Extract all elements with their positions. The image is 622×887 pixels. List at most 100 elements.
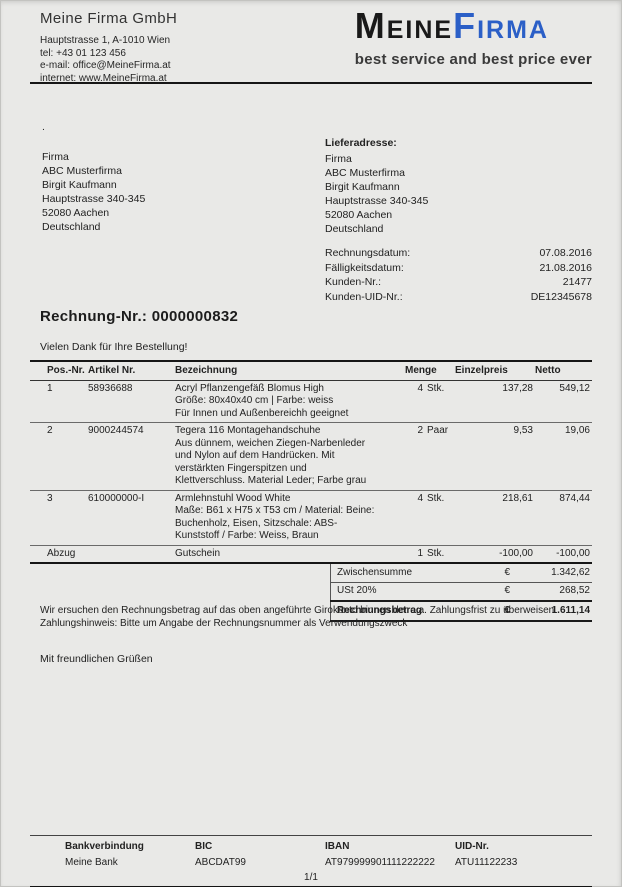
invoice-number: Rechnung-Nr.: 0000000832 xyxy=(40,308,238,325)
item-1-net: 549,12 xyxy=(535,379,592,423)
item-1-unit-price: 137,28 xyxy=(455,379,535,423)
shipping-line-person: Birgit Kaufmann xyxy=(325,181,400,193)
deduction-artikel xyxy=(88,544,175,563)
invoice-date-value: 07.08.2016 xyxy=(539,247,592,259)
item-2-artikel: 9000244574 xyxy=(88,422,175,490)
bic-label: BIC xyxy=(195,841,213,852)
totals-table: Zwischensumme € 1.342,62 USt 20% € 268,5… xyxy=(330,564,592,622)
item-2-qty: 2 xyxy=(417,425,423,436)
grand-total-label: Rechnungsbetrag xyxy=(330,601,470,622)
billing-line-city: 52080 Aachen xyxy=(42,207,110,219)
shipping-line-street: Hauptstrasse 340-345 xyxy=(325,195,429,207)
item-2-pos: 2 xyxy=(30,422,88,490)
billing-line-country: Deutschland xyxy=(42,221,101,233)
thank-you-line: Vielen Dank für Ihre Bestellung! xyxy=(40,341,188,353)
shipping-line-company: ABC Musterfirma xyxy=(325,167,405,179)
item-2-desc-line: Aus dünnem, weichen Ziegen-Narbenleder xyxy=(175,437,366,449)
subtotal-row: Zwischensumme € 1.342,62 xyxy=(330,564,592,583)
logo-word-meine: Meine xyxy=(354,5,454,46)
invoice-meta: Rechnungsdatum: 07.08.2016 Fälligkeitsda… xyxy=(325,246,592,304)
item-3-net: 874,44 xyxy=(535,489,592,545)
customer-vat-label: Kunden-UID-Nr.: xyxy=(325,290,403,303)
header-divider xyxy=(30,82,592,84)
items-table: Pos.-Nr. Artikel Nr. Bezeichnung Menge E… xyxy=(30,360,592,564)
table-row-2: 2 9000244574 Tegera 116 Montagehandschuh… xyxy=(30,422,592,490)
col-header-pos: Pos.-Nr. xyxy=(30,361,88,381)
col-header-einzelpreis: Einzelpreis xyxy=(455,361,535,381)
logo-word-firma: Firma xyxy=(453,5,549,46)
uid-column: UID-Nr. ATU11122233 xyxy=(455,841,517,869)
item-1-menge: 4 Stk. xyxy=(405,379,455,423)
bank-column: Bankverbindung Meine Bank xyxy=(65,841,195,869)
customer-number-row: Kunden-Nr.: 21477 xyxy=(325,275,592,290)
invoice-number-value: 0000000832 xyxy=(151,308,239,325)
col-header-artikel: Artikel Nr. xyxy=(88,361,175,381)
item-1-qty: 4 xyxy=(417,382,423,394)
item-3-menge: 4 Stk. xyxy=(405,489,455,545)
bic-column: BIC ABCDAT99 xyxy=(195,841,325,869)
item-3-desc-line: Kunststoff / Farbe: Weiss, Braun xyxy=(175,530,319,541)
tax-row: USt 20% € 268,52 xyxy=(330,582,592,602)
logo-wordmark: MeineFirma xyxy=(355,6,592,46)
due-date-value: 21.08.2016 xyxy=(539,261,592,274)
item-2-description: Tegera 116 Montagehandschuhe Aus dünnem,… xyxy=(175,422,405,490)
shipping-address: Lieferadresse: Firma ABC Musterfirma Bir… xyxy=(325,136,428,236)
table-row-3: 3 610000000-I Armlehnstuhl Wood White Ma… xyxy=(30,489,592,545)
item-3-pos: 3 xyxy=(30,489,88,545)
customer-number-label: Kunden-Nr.: xyxy=(325,276,382,288)
uid-label: UID-Nr. xyxy=(455,841,489,852)
billing-line-company: ABC Musterfirma xyxy=(42,165,122,177)
invoice-date-label: Rechnungsdatum: xyxy=(325,247,411,259)
deduction-qty: 1 xyxy=(417,547,423,559)
company-phone: tel: +43 01 123 456 xyxy=(40,47,126,59)
item-3-unit: Stk. xyxy=(427,492,445,504)
table-row-1: 1 58936688 Acryl Pflanzengefäß Blomus Hi… xyxy=(30,379,592,423)
address-dot: . xyxy=(42,121,45,133)
tax-value: 268,52 xyxy=(518,582,592,602)
item-3-desc-line: Buchenholz, Eisen, Sitzschale: ABS- xyxy=(175,517,338,529)
bank-value: Meine Bank xyxy=(65,857,118,868)
billing-line-street: Hauptstrasse 340-345 xyxy=(42,193,146,205)
tax-label: USt 20% xyxy=(330,582,470,602)
items-section: Pos.-Nr. Artikel Nr. Bezeichnung Menge E… xyxy=(30,360,592,622)
due-date-row: Fälligkeitsdatum: 21.08.2016 xyxy=(325,261,592,276)
bank-label: Bankverbindung xyxy=(65,841,144,852)
customer-vat-value: DE12345678 xyxy=(530,290,592,303)
invoice-date-row: Rechnungsdatum: 07.08.2016 xyxy=(325,246,592,261)
iban-column: IBAN AT979999901111222222 xyxy=(325,841,455,869)
deduction-net: -100,00 xyxy=(535,544,592,563)
item-3-qty: 4 xyxy=(417,492,423,504)
item-3-description: Armlehnstuhl Wood White Maße: B61 x H75 … xyxy=(175,489,405,545)
page-indicator: 1/1 xyxy=(304,872,318,883)
shipping-line-firma: Firma xyxy=(325,153,352,165)
item-1-name: Acryl Pflanzengefäß Blomus High xyxy=(175,382,324,394)
company-logo: MeineFirma best service and best price e… xyxy=(355,6,592,69)
payment-note-line: Wir ersuchen den Rechnungsbetrag auf das… xyxy=(40,605,557,616)
invoice-number-label: Rechnung-Nr.: xyxy=(40,308,148,325)
billing-address: . Firma ABC Musterfirma Birgit Kaufmann … xyxy=(42,120,145,234)
customer-number-value: 21477 xyxy=(562,276,592,288)
item-1-desc-line: Für Innen und Außenbereichh geeignet xyxy=(175,407,349,419)
col-header-bezeichnung: Bezeichnung xyxy=(175,361,405,381)
payment-notes: Wir ersuchen den Rechnungsbetrag auf das… xyxy=(40,604,557,630)
company-website: internet: www.MeineFirma.at xyxy=(40,72,167,84)
item-1-desc-line: Größe: 80x40x40 cm | Farbe: weiss xyxy=(175,395,334,406)
uid-value: ATU11122233 xyxy=(455,857,518,868)
item-2-desc-line: und Nylon auf dem Handrücken. Mit xyxy=(175,450,335,461)
deduction-menge: 1 Stk. xyxy=(405,544,455,563)
deduction-row: Abzug Gutschein 1 Stk. -100,00 -100,00 xyxy=(30,544,592,563)
item-1-artikel: 58936688 xyxy=(88,379,175,423)
subtotal-currency: € xyxy=(470,564,518,583)
shipping-address-label: Lieferadresse: xyxy=(325,137,397,149)
deduction-unit-price: -100,00 xyxy=(455,544,535,563)
item-1-description: Acryl Pflanzengefäß Blomus High Größe: 8… xyxy=(175,379,405,423)
item-2-name: Tegera 116 Montagehandschuhe xyxy=(175,425,321,436)
closing-line: Mit freundlichen Grüßen xyxy=(40,653,153,665)
items-table-header: Pos.-Nr. Artikel Nr. Bezeichnung Menge E… xyxy=(30,361,592,381)
item-3-unit-price: 218,61 xyxy=(455,489,535,545)
item-2-unit-price: 9,53 xyxy=(455,422,535,490)
shipping-line-city: 52080 Aachen xyxy=(325,209,393,221)
item-3-desc-line: Maße: B61 x H75 x T53 cm / Material: Bei… xyxy=(175,505,375,516)
bank-details: Bankverbindung Meine Bank BIC ABCDAT99 I… xyxy=(30,841,592,869)
